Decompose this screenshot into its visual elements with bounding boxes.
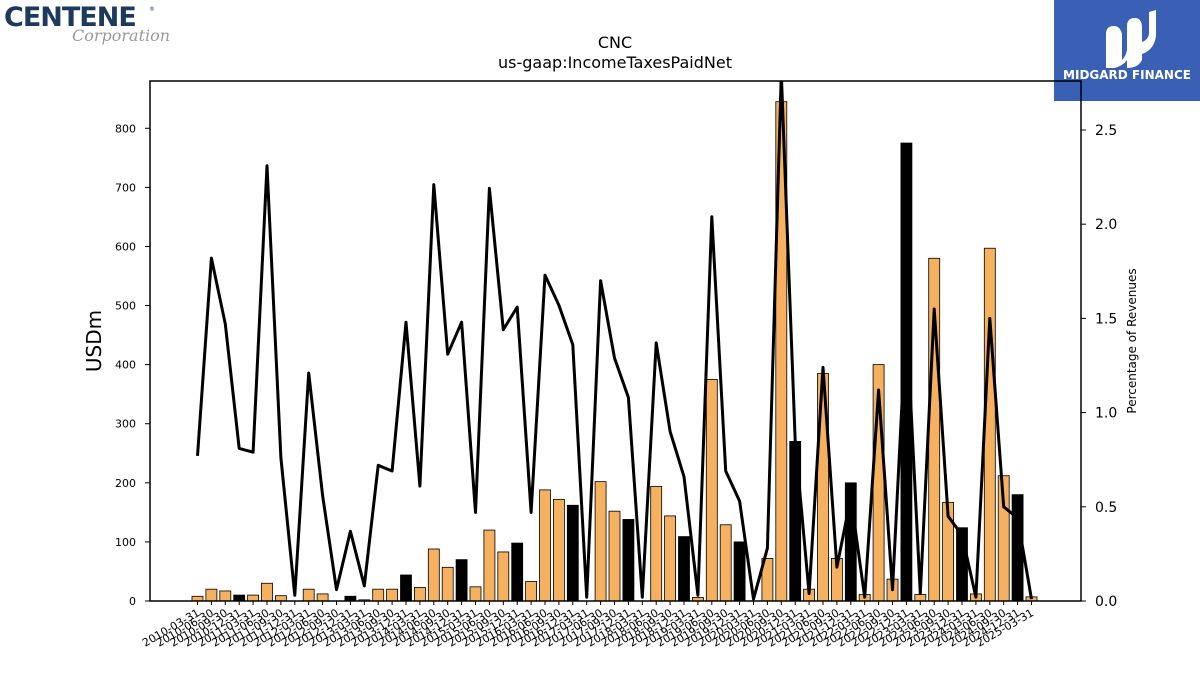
midgard-emblem-icon: [1106, 10, 1156, 68]
y-tick-label: 500: [115, 300, 136, 313]
y2-axis-label: Percentage of Revenues: [1125, 268, 1139, 413]
chart-subtitle: us-gaap:IncomeTaxesPaidNet: [498, 53, 732, 72]
bar: [413, 587, 426, 602]
bar: [497, 551, 510, 602]
y2-tick-label: 2.5: [1095, 123, 1117, 139]
bar: [622, 519, 635, 602]
y2-tick-label: 0.0: [1095, 594, 1117, 610]
bar: [566, 504, 579, 602]
bar: [455, 559, 468, 602]
bar: [719, 524, 732, 602]
y-tick-label: 0: [129, 595, 136, 608]
y2-tick-label: 1.5: [1095, 311, 1117, 327]
bar: [664, 515, 676, 602]
bar: [205, 588, 218, 602]
bar: [427, 548, 440, 602]
bar: [705, 379, 718, 602]
bar: [525, 581, 537, 602]
bar: [511, 542, 524, 602]
y2-tick-label: 2.0: [1095, 217, 1117, 233]
bar: [789, 441, 802, 602]
logo-wordmark: CENTENE: [4, 2, 137, 33]
bar: [553, 498, 565, 602]
bar: [233, 594, 246, 602]
bar: [400, 574, 412, 602]
bar: [483, 529, 496, 602]
bar: [678, 536, 690, 602]
bar: [469, 586, 482, 602]
y-tick-label: 700: [115, 181, 136, 194]
bar: [650, 485, 663, 602]
bar: [274, 595, 287, 602]
revenue-percentage-line: [196, 81, 1033, 601]
y-axis-label: USDm: [82, 310, 106, 372]
logo-subtitle: Corporation: [72, 26, 171, 45]
bar: [302, 588, 315, 602]
centene-logo: CENTENE ® Corporation: [4, 2, 184, 48]
y-tick-label: 100: [115, 536, 136, 549]
bar: [594, 481, 607, 602]
y-tick-label: 800: [115, 122, 136, 135]
bar: [441, 566, 454, 602]
y-tick-label: 600: [115, 240, 136, 253]
bar: [219, 590, 232, 602]
y2-tick-label: 0.5: [1095, 500, 1117, 516]
midgard-finance-logo: MIDGARD FINANCE: [1054, 0, 1200, 101]
y2-tick-label: 1.0: [1095, 406, 1117, 422]
bar: [608, 510, 621, 602]
logo-brand-name: MIDGARD FINANCE: [1063, 68, 1191, 82]
bar: [733, 541, 746, 602]
y-tick-label: 400: [115, 359, 136, 372]
chart-title: CNC: [598, 33, 632, 52]
bar: [316, 593, 329, 602]
bar: [914, 594, 927, 602]
y-tick-label: 200: [115, 477, 136, 490]
bar: [372, 588, 385, 602]
bar: [261, 582, 273, 602]
logo-registered-mark: ®: [149, 6, 155, 13]
bar: [386, 588, 399, 602]
bar: [539, 489, 551, 602]
plot-frame: [149, 80, 1082, 602]
y-tick-label: 300: [115, 418, 136, 431]
bar: [247, 594, 260, 602]
